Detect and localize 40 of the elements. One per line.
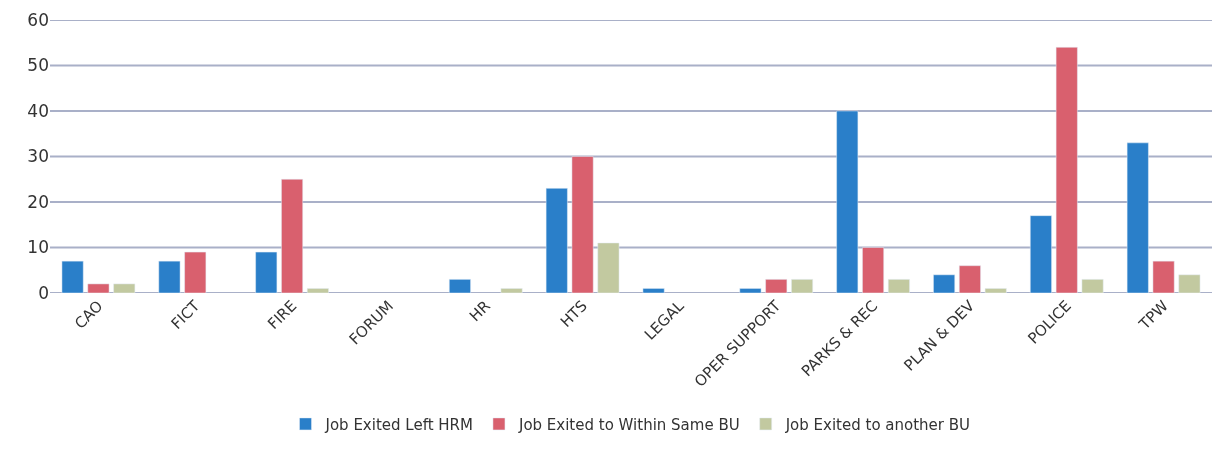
bar xyxy=(500,288,523,293)
x-tick-label: HR xyxy=(465,296,494,325)
bar xyxy=(281,179,303,293)
y-tick-label: 0 xyxy=(38,282,49,303)
bar xyxy=(1178,274,1201,293)
bar xyxy=(862,247,884,293)
bar xyxy=(545,188,568,293)
bar xyxy=(87,283,110,293)
legend-label: Job Exited Left HRM xyxy=(324,415,473,434)
y-tick-label: 30 xyxy=(27,146,49,167)
y-tick-label: 60 xyxy=(27,9,49,30)
bar xyxy=(888,279,910,293)
bar xyxy=(61,260,84,293)
legend-label: Job Exited to Within Same BU xyxy=(517,415,740,434)
bar xyxy=(959,265,981,293)
bar xyxy=(571,156,594,293)
bar xyxy=(113,283,136,293)
bar xyxy=(597,242,620,293)
bar xyxy=(739,288,762,293)
y-tick-label: 50 xyxy=(27,55,49,76)
bar xyxy=(1152,260,1175,293)
legend-label: Job Exited to another BU xyxy=(784,415,971,434)
bar xyxy=(791,279,813,293)
bar xyxy=(984,288,1007,293)
bar xyxy=(184,251,207,293)
bar xyxy=(836,110,859,293)
bar xyxy=(933,274,955,293)
bar xyxy=(255,251,278,293)
bar xyxy=(765,279,788,293)
bar xyxy=(307,288,329,293)
bar xyxy=(1081,279,1104,293)
bar xyxy=(449,279,471,293)
y-tick-label: 10 xyxy=(27,237,49,258)
bar xyxy=(642,288,665,293)
bar xyxy=(158,260,181,293)
y-tick-label: 20 xyxy=(27,191,49,212)
y-tick-label: 40 xyxy=(27,100,49,121)
bar xyxy=(1055,47,1078,293)
bar xyxy=(1030,215,1052,293)
bar xyxy=(1126,142,1149,293)
